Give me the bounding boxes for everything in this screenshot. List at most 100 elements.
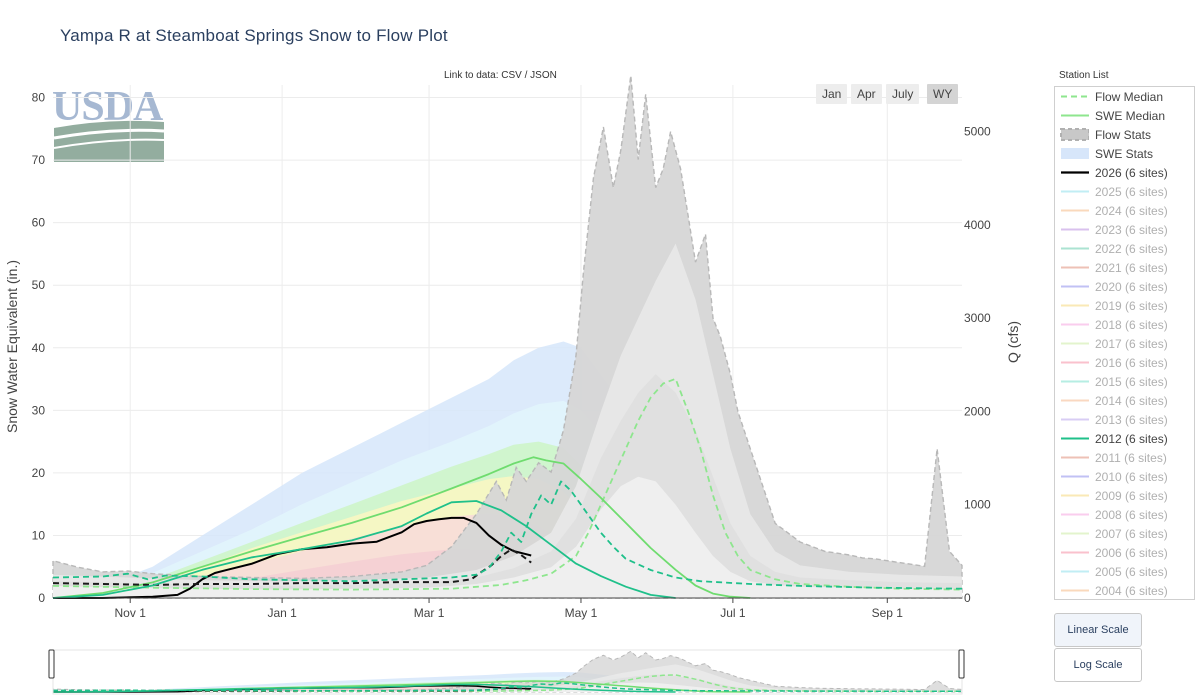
legend-item[interactable]: 2019 (6 sites)	[1055, 296, 1194, 315]
legend-item[interactable]: 2006 (6 sites)	[1055, 543, 1194, 562]
usda-logo-stripe	[53, 138, 165, 149]
legend-symbol	[1061, 532, 1089, 535]
series-lines	[52, 377, 963, 599]
legend-item[interactable]: 2012 (6 sites)	[1055, 429, 1194, 448]
y-left-tick-label: 20	[32, 466, 46, 480]
legend-item[interactable]: Flow Stats	[1055, 125, 1194, 144]
legend-item[interactable]: 2023 (6 sites)	[1055, 220, 1194, 239]
mini-series-line	[52, 674, 962, 693]
legend-label: SWE Stats	[1095, 146, 1154, 161]
legend-item[interactable]: 2017 (6 sites)	[1055, 334, 1194, 353]
x-tick-label: Nov 1	[115, 606, 147, 620]
series-line-5	[52, 480, 963, 590]
flow-band-p50	[53, 374, 962, 598]
legend-label: 2024 (6 sites)	[1095, 203, 1168, 218]
legend-item[interactable]: 2025 (6 sites)	[1055, 182, 1194, 201]
y-right-tick-label: 1000	[964, 498, 991, 512]
range-handle-right[interactable]	[958, 649, 965, 679]
y-right-tick-label: 2000	[964, 404, 991, 418]
chart-title: Yampa R at Steamboat Springs Snow to Flo…	[60, 26, 448, 45]
legend-label: 2012 (6 sites)	[1095, 431, 1168, 446]
legend-item[interactable]: 2013 (6 sites)	[1055, 410, 1194, 429]
y-left-tick-label: 30	[32, 403, 46, 417]
legend-symbol	[1061, 247, 1089, 250]
legend-item[interactable]: 2009 (6 sites)	[1055, 486, 1194, 505]
legend-symbol	[1061, 323, 1089, 326]
series-line-1	[52, 456, 751, 599]
legend-item[interactable]: 2020 (6 sites)	[1055, 277, 1194, 296]
series-line-3	[52, 548, 532, 586]
range-button-july[interactable]: July	[886, 84, 920, 104]
log-scale-button[interactable]: Log Scale	[1054, 648, 1142, 682]
y-right-tick-label: 3000	[964, 311, 991, 325]
range-button-apr[interactable]: Apr	[851, 84, 882, 104]
legend-label: 2011 (6 sites)	[1095, 450, 1167, 465]
axes: 0 10 20 30 40 50 60 70 80 0 1000 2000 3000 4000 5000 No…	[4, 91, 1021, 620]
y-left-tick-label: 70	[32, 153, 46, 167]
usda-logo: USDA	[52, 84, 165, 162]
legend-symbol	[1061, 494, 1089, 497]
legend-symbol	[1061, 266, 1089, 269]
station-legend: Flow Median SWE Median Flow Stats SWE Stats…	[1054, 86, 1195, 600]
legend-symbol	[1061, 95, 1089, 98]
legend-item[interactable]: Flow Median	[1055, 87, 1194, 106]
legend-item[interactable]: SWE Stats	[1055, 144, 1194, 163]
range-handle-left[interactable]	[48, 649, 55, 679]
data-link[interactable]: Link to data: CSV / JSON	[444, 70, 557, 81]
legend-label: Flow Median	[1095, 89, 1164, 104]
legend-label: 2007 (6 sites)	[1095, 526, 1168, 541]
legend-symbol	[1061, 418, 1089, 421]
legend-label: 2005 (6 sites)	[1095, 564, 1168, 579]
flow-band-p70	[53, 243, 962, 598]
x-tick-label: Jul 1	[720, 606, 746, 620]
legend-symbol	[1061, 190, 1089, 193]
y-left-tick-label: 0	[38, 591, 45, 605]
legend-item[interactable]: 2014 (6 sites)	[1055, 391, 1194, 410]
legend-symbol	[1061, 285, 1089, 288]
mini-series-line	[52, 683, 676, 693]
legend-symbol	[1061, 304, 1089, 307]
y-right-tick-label: 0	[964, 591, 971, 605]
legend-label: 2014 (6 sites)	[1095, 393, 1168, 408]
legend-item[interactable]: 2011 (6 sites)	[1055, 448, 1194, 467]
legend-item[interactable]: 2008 (6 sites)	[1055, 505, 1194, 524]
legend-item[interactable]: 2016 (6 sites)	[1055, 353, 1194, 372]
legend-item[interactable]: 2004 (6 sites)	[1055, 581, 1194, 599]
y-left-tick-label: 50	[32, 278, 46, 292]
y-left-tick-label: 60	[32, 216, 46, 230]
legend-label: 2022 (6 sites)	[1095, 241, 1168, 256]
linear-scale-button[interactable]: Linear Scale	[1054, 613, 1142, 647]
legend-swatch	[1061, 148, 1089, 159]
legend-label: 2008 (6 sites)	[1095, 507, 1168, 522]
legend-item[interactable]: 2015 (6 sites)	[1055, 372, 1194, 391]
legend-item[interactable]: 2007 (6 sites)	[1055, 524, 1194, 543]
range-slider[interactable]	[48, 649, 965, 695]
legend-label: Flow Stats	[1095, 127, 1152, 142]
legend-symbol	[1061, 551, 1089, 554]
legend-symbol	[1061, 437, 1089, 440]
legend-symbol	[1061, 148, 1089, 159]
legend-label: 2016 (6 sites)	[1095, 355, 1168, 370]
legend-item[interactable]: 2024 (6 sites)	[1055, 201, 1194, 220]
legend-symbol	[1061, 342, 1089, 345]
series-line-4	[52, 500, 676, 599]
legend-label: 2004 (6 sites)	[1095, 583, 1168, 598]
legend-label: 2023 (6 sites)	[1095, 222, 1168, 237]
legend-symbol	[1061, 209, 1089, 212]
legend-label: 2021 (6 sites)	[1095, 260, 1168, 275]
legend-label: 2013 (6 sites)	[1095, 412, 1168, 427]
legend-label: 2009 (6 sites)	[1095, 488, 1168, 503]
legend-item[interactable]: 2005 (6 sites)	[1055, 562, 1194, 581]
legend-item[interactable]: 2010 (6 sites)	[1055, 467, 1194, 486]
legend-symbol	[1061, 380, 1089, 383]
range-button-jan[interactable]: Jan	[816, 84, 848, 104]
legend-item[interactable]: SWE Median	[1055, 106, 1194, 125]
range-button-wy[interactable]: WY	[927, 84, 959, 104]
legend-symbol	[1061, 589, 1089, 592]
legend-label: 2019 (6 sites)	[1095, 298, 1168, 313]
legend-item[interactable]: 2026 (6 sites)	[1055, 163, 1194, 182]
legend-item[interactable]: 2021 (6 sites)	[1055, 258, 1194, 277]
usda-logo-stripe	[53, 128, 165, 140]
legend-item[interactable]: 2022 (6 sites)	[1055, 239, 1194, 258]
legend-item[interactable]: 2018 (6 sites)	[1055, 315, 1194, 334]
